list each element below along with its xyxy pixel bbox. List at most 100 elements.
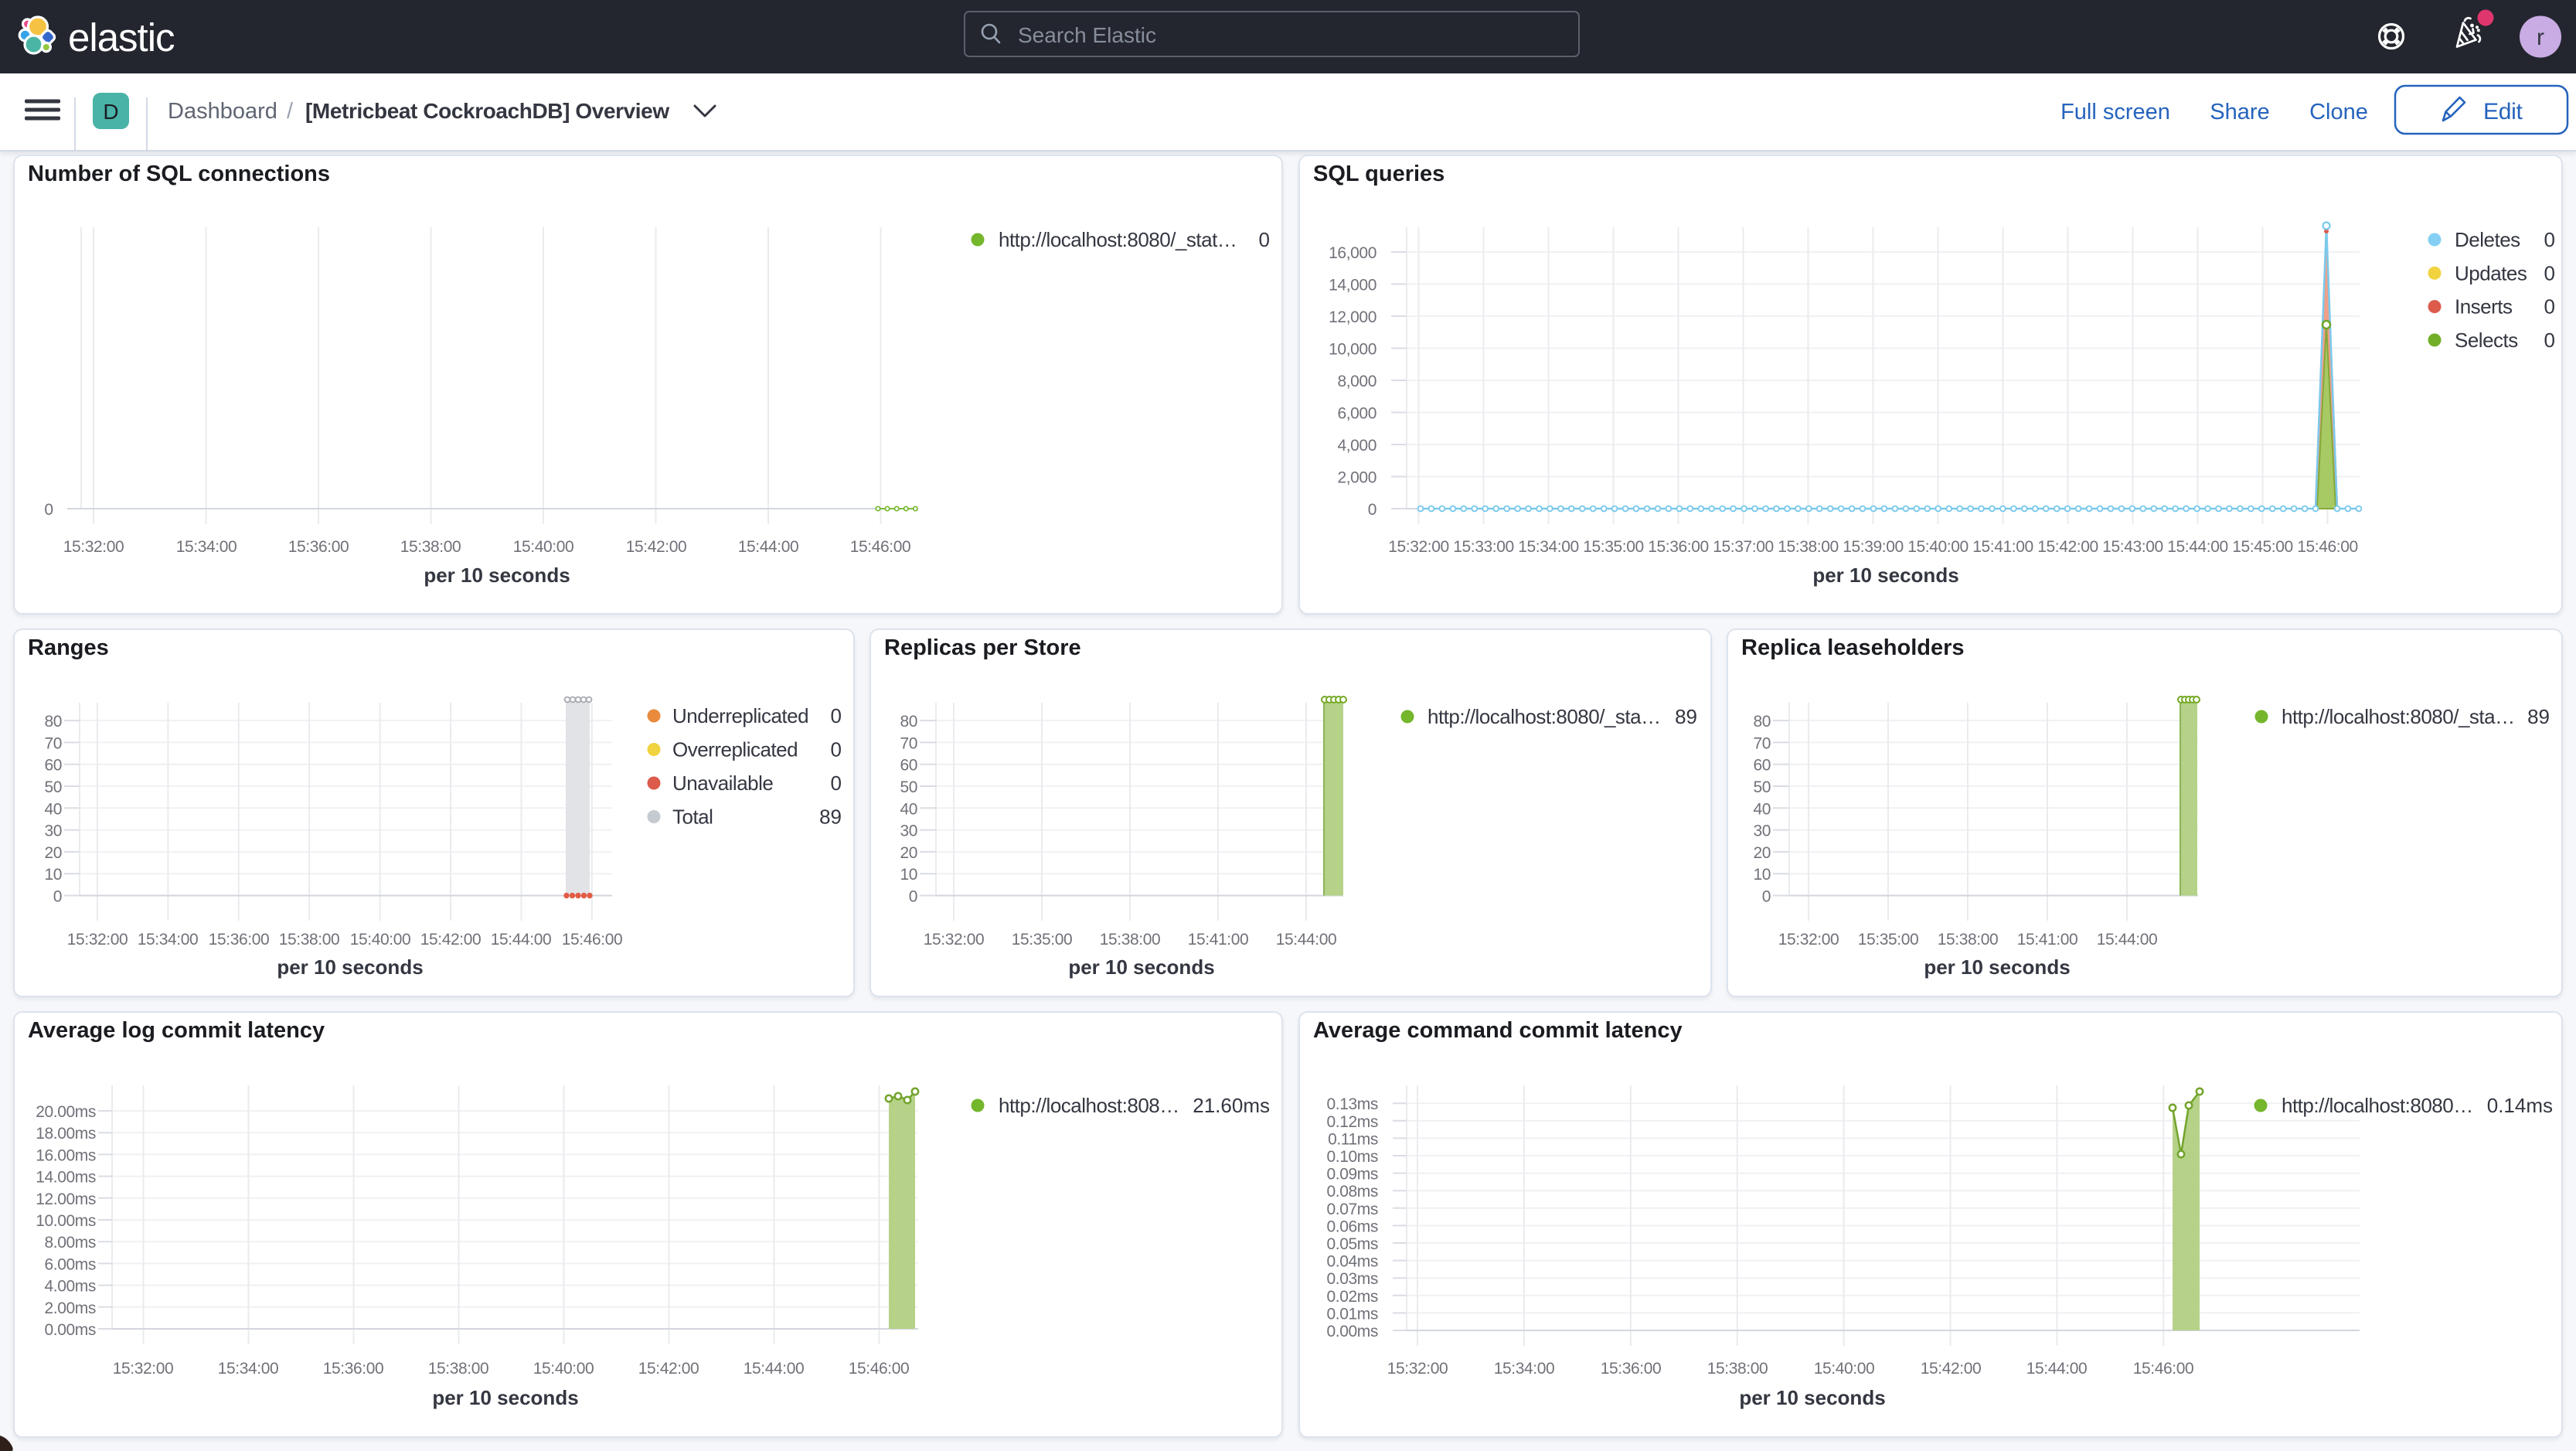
svg-text:15:42:00: 15:42:00: [638, 1360, 699, 1378]
svg-text:15:36:00: 15:36:00: [209, 931, 270, 949]
svg-text:15:40:00: 15:40:00: [533, 1360, 594, 1378]
svg-text:15:32:00: 15:32:00: [63, 538, 124, 556]
svg-text:0: 0: [2544, 228, 2555, 251]
svg-text:0.09ms: 0.09ms: [1327, 1166, 1378, 1184]
svg-text:20.00ms: 20.00ms: [36, 1103, 96, 1121]
svg-text:2,000: 2,000: [1337, 469, 1376, 487]
svg-text:15:46:00: 15:46:00: [2297, 538, 2358, 556]
svg-text:0.08ms: 0.08ms: [1327, 1183, 1378, 1201]
svg-text:8.00ms: 8.00ms: [45, 1234, 96, 1252]
svg-text:Replicas per Store: Replicas per Store: [884, 635, 1081, 660]
svg-text:70: 70: [44, 734, 62, 752]
svg-text:15:42:00: 15:42:00: [2037, 538, 2098, 556]
svg-text:15:41:00: 15:41:00: [1188, 931, 1249, 949]
svg-text:15:40:00: 15:40:00: [1814, 1360, 1875, 1378]
svg-text:15:44:00: 15:44:00: [1276, 931, 1337, 949]
svg-text:10: 10: [900, 866, 917, 884]
svg-text:30: 30: [900, 823, 917, 840]
svg-text:15:44:00: 15:44:00: [491, 931, 552, 949]
svg-text:30: 30: [44, 823, 62, 840]
svg-text:per 10 seconds: per 10 seconds: [432, 1386, 578, 1409]
svg-text:0: 0: [1368, 501, 1376, 519]
svg-text:15:34:00: 15:34:00: [1494, 1360, 1555, 1378]
svg-text:6.00ms: 6.00ms: [45, 1255, 96, 1273]
svg-text:0.07ms: 0.07ms: [1327, 1201, 1378, 1218]
svg-text:Total: Total: [672, 806, 713, 829]
svg-text:r: r: [2537, 25, 2544, 50]
svg-text:0.05ms: 0.05ms: [1327, 1235, 1378, 1253]
svg-text:15:43:00: 15:43:00: [2102, 538, 2163, 556]
svg-text:60: 60: [44, 757, 62, 775]
svg-text:0.10ms: 0.10ms: [1327, 1148, 1378, 1166]
svg-text:15:38:00: 15:38:00: [279, 931, 340, 949]
svg-text:15:32:00: 15:32:00: [67, 931, 128, 949]
svg-text:0.14ms: 0.14ms: [2487, 1094, 2553, 1117]
svg-text:80: 80: [1753, 713, 1771, 731]
svg-text:15:46:00: 15:46:00: [849, 1360, 910, 1378]
svg-text:15:37:00: 15:37:00: [1713, 538, 1774, 556]
svg-text:15:42:00: 15:42:00: [626, 538, 687, 556]
svg-text:15:32:00: 15:32:00: [1387, 1360, 1448, 1378]
svg-text:15:42:00: 15:42:00: [1921, 1360, 1982, 1378]
svg-text:15:36:00: 15:36:00: [1601, 1360, 1662, 1378]
svg-text:10: 10: [1753, 866, 1771, 884]
svg-text:Average command commit latency: Average command commit latency: [1313, 1018, 1683, 1043]
svg-text:Full screen: Full screen: [2060, 100, 2170, 124]
svg-text:40: 40: [44, 800, 62, 818]
svg-text:0.13ms: 0.13ms: [1327, 1095, 1378, 1113]
svg-text:15:38:00: 15:38:00: [1938, 931, 1999, 949]
svg-text:15:34:00: 15:34:00: [138, 931, 199, 949]
svg-text:21.60ms: 21.60ms: [1193, 1094, 1270, 1117]
svg-text:[Metricbeat CockroachDB] Overv: [Metricbeat CockroachDB] Overview: [305, 99, 669, 123]
svg-text:0.03ms: 0.03ms: [1327, 1270, 1378, 1288]
svg-text:50: 50: [1753, 778, 1771, 796]
svg-text:Updates: Updates: [2455, 261, 2527, 284]
svg-text:4.00ms: 4.00ms: [45, 1278, 96, 1296]
svg-text:Number of SQL connections: Number of SQL connections: [28, 162, 330, 186]
svg-text:15:46:00: 15:46:00: [850, 538, 911, 556]
svg-text:15:36:00: 15:36:00: [323, 1360, 384, 1378]
svg-text:15:44:00: 15:44:00: [2167, 538, 2228, 556]
svg-text:10: 10: [44, 866, 62, 884]
svg-text:Underreplicated: Underreplicated: [672, 704, 808, 727]
svg-text:Replica leaseholders: Replica leaseholders: [1741, 635, 1965, 660]
svg-text:Deletes: Deletes: [2455, 228, 2520, 251]
svg-text:0: 0: [831, 738, 842, 761]
svg-text:http://localhost:8080…: http://localhost:8080…: [2282, 1094, 2473, 1117]
svg-text:15:35:00: 15:35:00: [1858, 931, 1919, 949]
svg-text:15:38:00: 15:38:00: [1707, 1360, 1768, 1378]
svg-text:http://localhost:8080/_sta…: http://localhost:8080/_sta…: [2282, 705, 2515, 728]
svg-text:SQL queries: SQL queries: [1313, 162, 1445, 186]
svg-text:15:35:00: 15:35:00: [1012, 931, 1073, 949]
svg-text:15:39:00: 15:39:00: [1843, 538, 1904, 556]
svg-text:15:41:00: 15:41:00: [1972, 538, 2033, 556]
svg-text:15:40:00: 15:40:00: [350, 931, 411, 949]
svg-text:2.00ms: 2.00ms: [45, 1299, 96, 1317]
svg-text:0: 0: [53, 888, 62, 906]
svg-text:12.00ms: 12.00ms: [36, 1190, 96, 1208]
svg-text:0.02ms: 0.02ms: [1327, 1288, 1378, 1306]
svg-text:Ranges: Ranges: [28, 635, 109, 660]
svg-text:16,000: 16,000: [1329, 244, 1376, 262]
svg-text:0.06ms: 0.06ms: [1327, 1218, 1378, 1235]
svg-text:15:42:00: 15:42:00: [420, 931, 482, 949]
svg-text:15:38:00: 15:38:00: [1100, 931, 1161, 949]
svg-text:http://localhost:8080/_stat…: http://localhost:8080/_stat…: [999, 228, 1237, 251]
svg-text:0: 0: [2544, 261, 2555, 284]
svg-text:0: 0: [2544, 329, 2555, 352]
svg-text:15:46:00: 15:46:00: [562, 931, 623, 949]
svg-text:14,000: 14,000: [1329, 277, 1376, 295]
svg-text:70: 70: [1753, 734, 1771, 752]
svg-text:15:34:00: 15:34:00: [218, 1360, 279, 1378]
svg-text:15:32:00: 15:32:00: [924, 931, 985, 949]
svg-text:50: 50: [900, 778, 917, 796]
svg-text:/: /: [287, 99, 294, 124]
svg-text:15:34:00: 15:34:00: [176, 538, 237, 556]
svg-text:15:44:00: 15:44:00: [744, 1360, 805, 1378]
svg-text:10,000: 10,000: [1329, 341, 1376, 359]
svg-text:Overreplicated: Overreplicated: [672, 738, 798, 761]
svg-text:per 10 seconds: per 10 seconds: [424, 564, 570, 587]
svg-text:15:38:00: 15:38:00: [400, 538, 461, 556]
svg-text:15:36:00: 15:36:00: [1648, 538, 1709, 556]
svg-text:http://localhost:8080/_sta…: http://localhost:8080/_sta…: [1428, 705, 1661, 728]
